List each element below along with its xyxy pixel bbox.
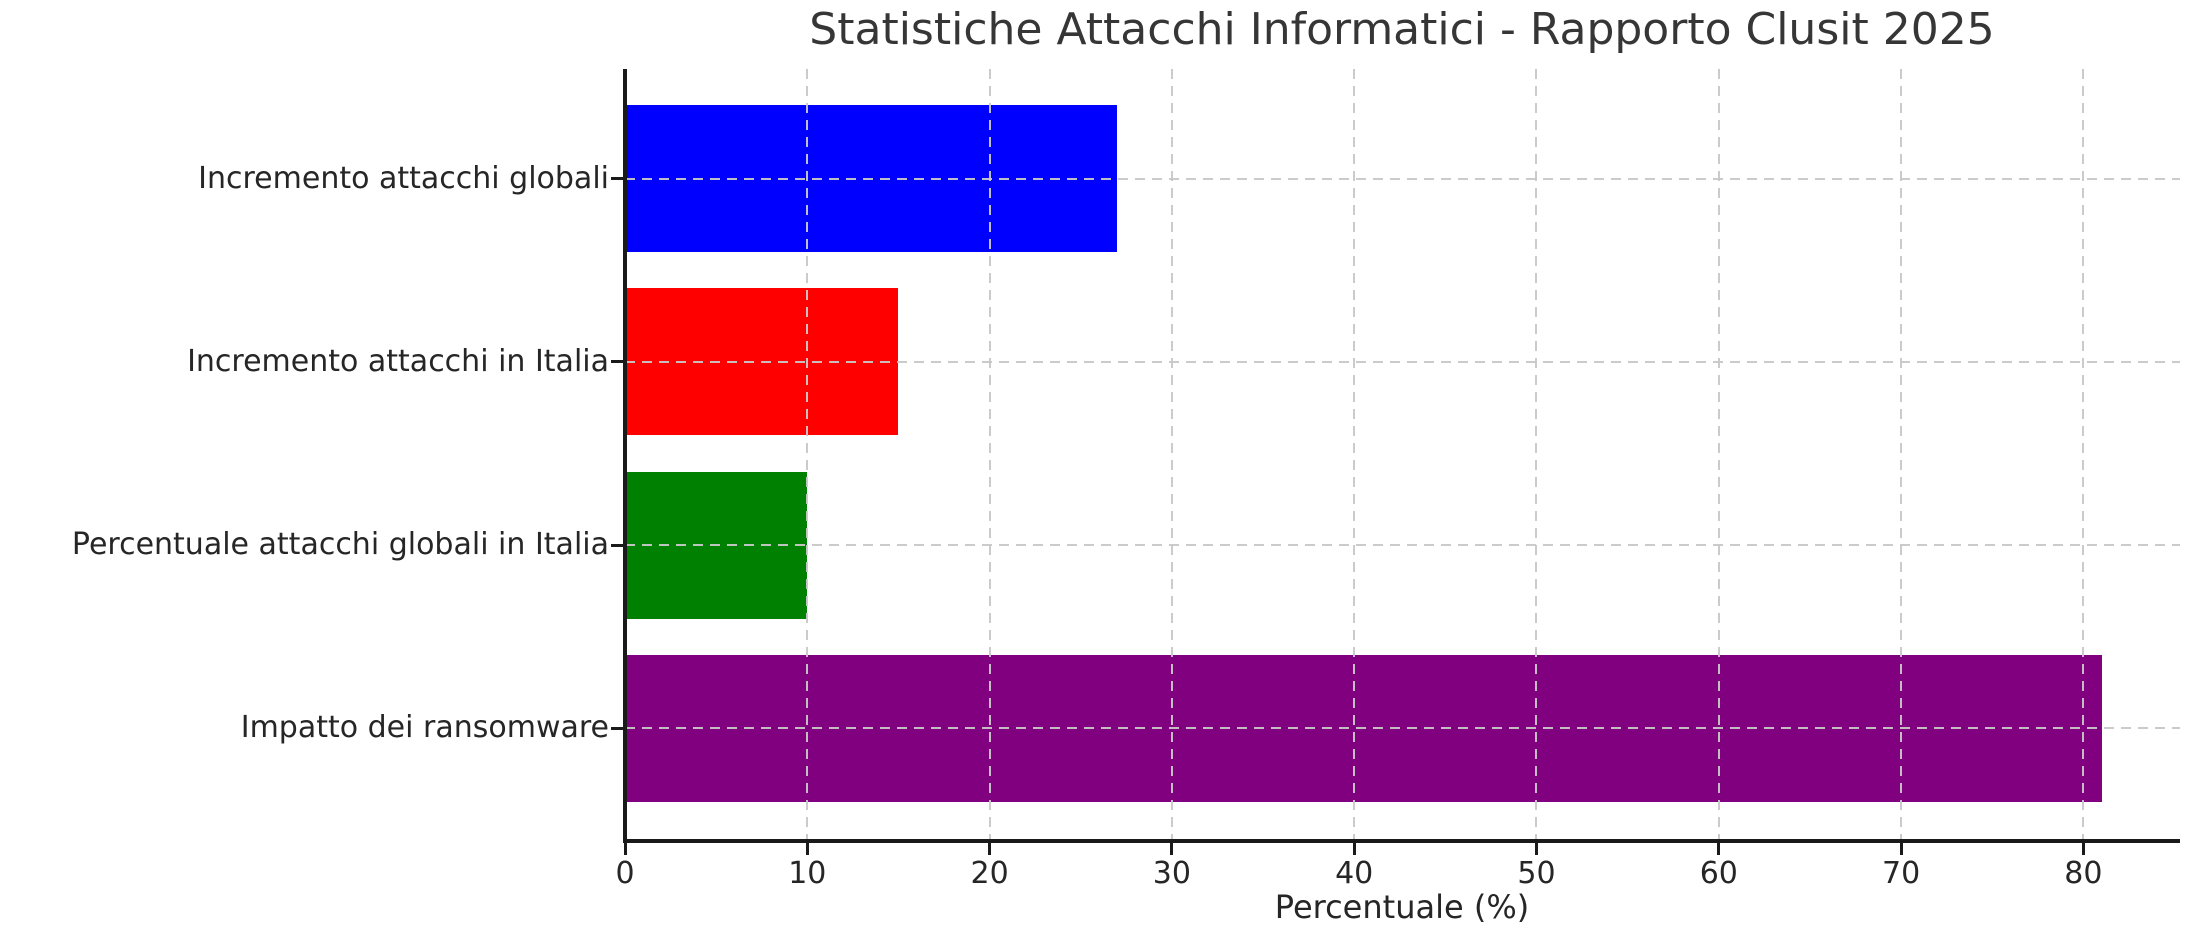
x-axis-label: Percentuale (%) [1274, 888, 1530, 926]
gridline-y-3 [625, 727, 2180, 730]
x-tick-label-10: 10 [788, 856, 827, 891]
x-tick-label-30: 30 [1152, 856, 1191, 891]
x-tick-mark-30 [1170, 843, 1174, 855]
gridline-x-20 [988, 69, 991, 841]
y-axis-spine [623, 69, 627, 843]
y-tick-mark-0 [611, 177, 623, 180]
x-tick-mark-10 [805, 843, 809, 855]
y-tick-label-1: Incremento attacchi in Italia [187, 343, 609, 379]
x-tick-mark-70 [1899, 843, 1903, 855]
x-tick-mark-50 [1534, 843, 1538, 855]
y-tick-label-2: Percentuale attacchi globali in Italia [71, 527, 609, 563]
x-tick-label-0: 0 [615, 856, 635, 891]
y-tick-label-3: Impatto dei ransomware [240, 710, 609, 746]
x-tick-mark-0 [623, 843, 627, 855]
plot-area [625, 69, 2180, 841]
gridline-x-10 [806, 69, 809, 841]
gridline-y-1 [625, 360, 2180, 363]
x-tick-label-50: 50 [1517, 856, 1556, 891]
y-tick-mark-3 [611, 726, 623, 730]
gridline-x-70 [1900, 69, 1903, 841]
x-tick-mark-40 [1352, 843, 1356, 855]
gridline-x-30 [1170, 69, 1173, 841]
x-axis-spine [623, 839, 2180, 843]
x-tick-label-20: 20 [970, 856, 1009, 891]
y-tick-mark-1 [611, 360, 623, 364]
x-tick-label-70: 70 [1881, 856, 1921, 891]
gridline-x-60 [1717, 69, 1720, 841]
x-tick-label-40: 40 [1335, 856, 1374, 891]
y-tick-label-0: Incremento attacchi globali [198, 160, 609, 196]
x-tick-mark-80 [2081, 843, 2085, 855]
gridline-y-0 [625, 177, 2180, 180]
x-tick-label-60: 60 [1699, 856, 1738, 891]
chart-title: Statistiche Attacchi Informatici - Rappo… [809, 4, 1995, 55]
gridline-x-50 [1535, 69, 1538, 841]
x-tick-mark-60 [1717, 843, 1721, 855]
y-tick-mark-2 [611, 543, 623, 547]
x-tick-mark-20 [988, 843, 992, 855]
gridline-y-2 [625, 544, 2180, 547]
x-tick-label-80: 80 [2064, 856, 2103, 891]
gridline-x-80 [2082, 69, 2085, 841]
gridline-x-40 [1353, 69, 1356, 841]
